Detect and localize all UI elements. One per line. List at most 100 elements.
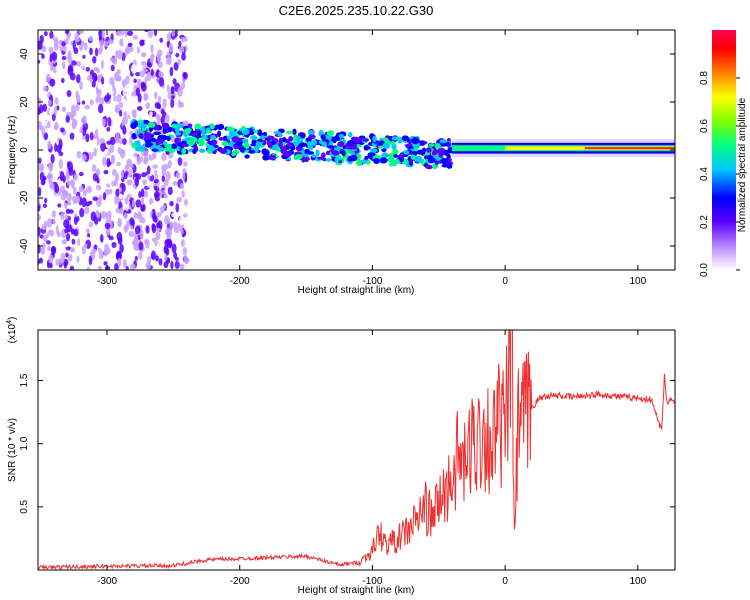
spectrogram-cell [101, 210, 107, 219]
spectrogram-cell [401, 135, 409, 142]
spectrogram-cell [180, 36, 186, 43]
spectrogram-cell [246, 104, 250, 113]
spectrogram-cell [94, 47, 99, 57]
spectrogram-cell [216, 232, 222, 241]
spectrogram-cell [76, 255, 80, 263]
spectrogram-cell [257, 208, 263, 216]
spectrogram-cell [205, 40, 211, 46]
spectrogram-cell [53, 69, 57, 74]
spectrogram-cell [73, 173, 78, 181]
spectrogram-cell [425, 164, 433, 170]
spectrogram-region-band [130, 118, 455, 170]
spectrogram-cell [173, 61, 179, 71]
spectrogram-cell [304, 148, 310, 154]
spectrogram-cell [38, 157, 42, 164]
spectrogram-cell [153, 191, 160, 199]
spectrogram-cell [388, 162, 395, 167]
spectrogram-cell [136, 106, 143, 111]
spectrogram-cell [268, 185, 275, 192]
spectrogram-cell [127, 160, 133, 165]
spectrogram-cell [253, 253, 258, 263]
spectrogram-cell [134, 225, 141, 235]
spectrogram-cell [156, 52, 162, 63]
spectrogram-cell [117, 49, 123, 60]
spectrogram-cell [190, 72, 195, 78]
spectrogram-cell [295, 110, 302, 116]
spectrogram-cell [73, 186, 77, 195]
spectrogram-cell [161, 189, 166, 195]
spectrogram-cell [84, 104, 91, 110]
spectrogram-cell [178, 40, 182, 47]
spectrogram-cell [391, 143, 397, 150]
spectrogram-cell [381, 152, 388, 158]
spectrogram-cell [378, 145, 383, 149]
spectrogram-cell [97, 84, 104, 90]
spectrogram-cell [86, 266, 91, 270]
spectrogram-cell [269, 174, 275, 179]
spectrogram-cell [38, 59, 41, 64]
spectrogram-cell [266, 135, 275, 140]
spectrogram-cell [138, 190, 142, 199]
spectrogram-cell [159, 205, 165, 214]
spectrogram-cell [205, 63, 211, 73]
spectrogram-cell [408, 159, 414, 163]
spectrogram-cell [66, 192, 72, 202]
spectrogram-cell [104, 222, 111, 230]
spectrogram-cell [226, 126, 234, 132]
spectrogram-cell [237, 196, 243, 203]
spectrogram-cell [161, 122, 170, 130]
spectrogram-cell [174, 137, 180, 144]
colorbar-tick-label: 0.2 [699, 215, 710, 229]
spectrogram-cell [195, 86, 200, 91]
spectrogram-cell [427, 157, 436, 164]
spectrogram-cell [209, 124, 215, 130]
spectrogram-cell [49, 229, 55, 237]
spectrogram-cell [331, 115, 337, 122]
colorbar-label: Normalized spectral amplitude [737, 97, 748, 232]
spectrogram-cell [69, 132, 75, 140]
spectrogram-cell [71, 110, 77, 117]
spectrogram-cell [149, 54, 154, 64]
spectrogram-cell [61, 55, 67, 61]
spectrogram-cell [82, 188, 88, 197]
spectrogram-cell [266, 249, 272, 257]
spectrogram-cell [49, 183, 55, 191]
spectrogram-cell [197, 137, 205, 144]
spectrogram-cell [41, 53, 45, 60]
spectrogram-line-peak [584, 147, 675, 150]
spectrogram-cell [177, 87, 183, 98]
spectrogram-cell [199, 148, 206, 153]
spectrogram-cell [239, 147, 245, 153]
spectrogram-cell [207, 140, 212, 145]
spectrogram-cell [198, 251, 204, 260]
spectrogram-cell [140, 82, 147, 92]
spectrogram-cell [63, 202, 68, 210]
spectrogram-ylabel: Frequency (Hz) [7, 116, 18, 185]
spectrogram-cell [103, 95, 110, 103]
spectrogram-cell [57, 203, 62, 208]
spectrogram-cell [177, 58, 182, 66]
spectrogram-cell [171, 95, 175, 100]
spectrogram-cell [167, 186, 173, 196]
spectrogram-cell [81, 246, 86, 255]
spectrogram-cell [283, 151, 292, 158]
spectrogram-cell [43, 132, 49, 141]
spectrogram-cell [122, 98, 128, 109]
x-tick-label: 0 [502, 276, 508, 287]
spectrogram-cell [243, 264, 248, 270]
spectrogram-cell [293, 245, 300, 253]
spectrogram-cell [272, 38, 277, 48]
spectrogram-cell [155, 113, 161, 121]
spectrogram-cell [60, 252, 66, 260]
spectrogram-cell [272, 251, 277, 259]
spectrogram-cell [388, 140, 396, 145]
spectrogram-cell [39, 234, 44, 239]
spectrogram-cell [81, 197, 87, 208]
spectrogram-cell [154, 169, 158, 175]
spectrogram-cell [165, 171, 171, 181]
spectrogram-cell [154, 101, 161, 109]
spectrogram-cell [55, 258, 59, 266]
spectrogram-cell [164, 219, 171, 225]
spectrogram-cell [326, 145, 335, 149]
